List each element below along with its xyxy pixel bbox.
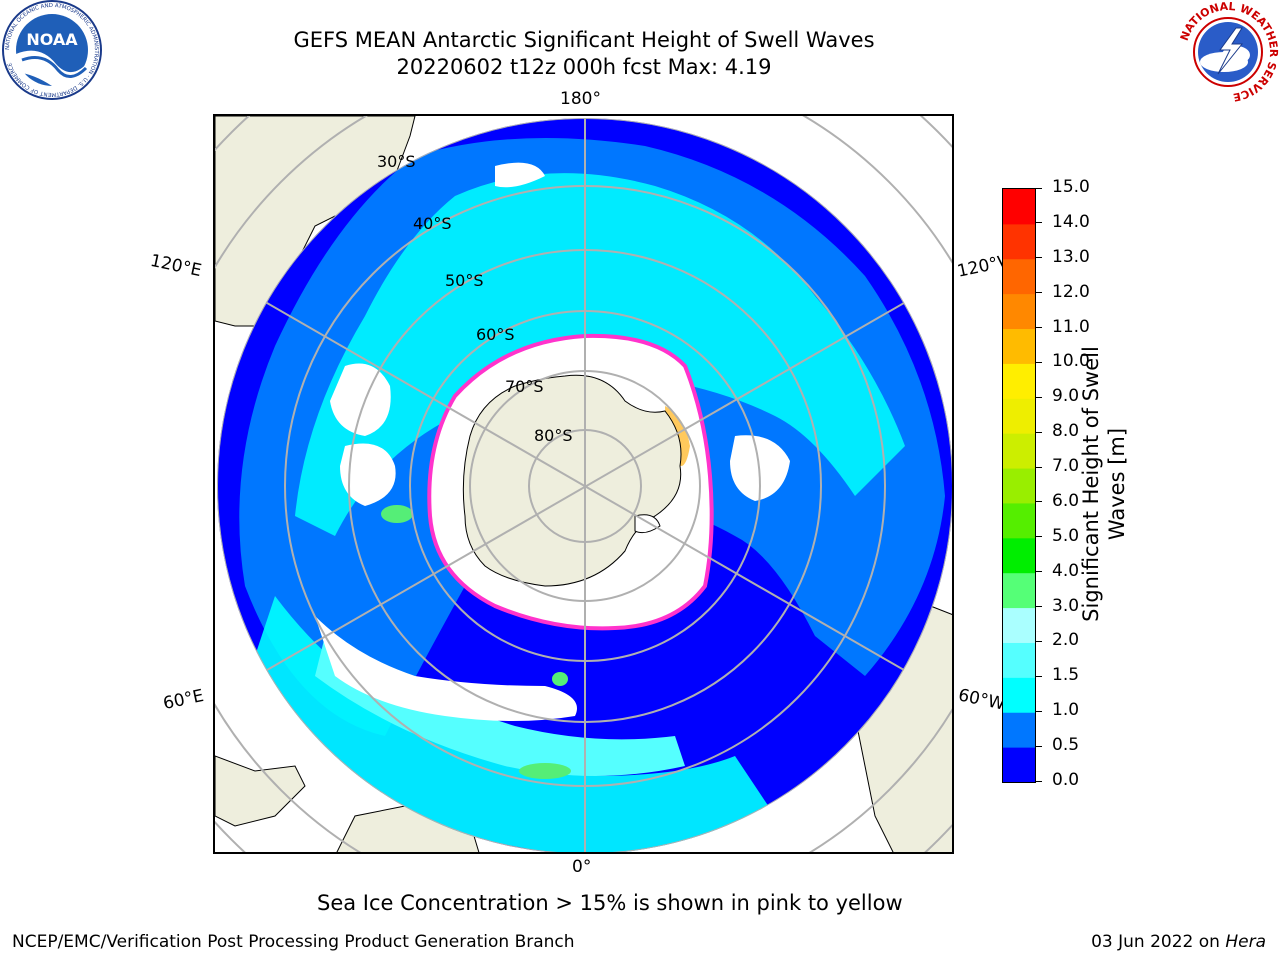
colorbar-tick-label: 1.5 [1052, 665, 1080, 686]
colorbar-swatch [1003, 223, 1035, 260]
colorbar-tick-label: 4.0 [1052, 560, 1080, 581]
colorbar-tick-mark [1035, 466, 1042, 468]
colorbar-swatch [1003, 747, 1035, 783]
lat-label-50s: 50°S [445, 271, 484, 290]
colorbar-tick-label: 2.0 [1052, 630, 1080, 651]
colorbar [1002, 188, 1036, 783]
colorbar-tick-mark [1035, 327, 1042, 329]
footer-machine: Hera [1225, 932, 1266, 952]
colorbar-tick-label: 14.0 [1052, 211, 1090, 232]
colorbar-label-text: Significant Height of Swell Waves [m] [1079, 346, 1129, 622]
footer-credit: NCEP/EMC/Verification Post Processing Pr… [12, 932, 575, 952]
graticule [217, 118, 952, 852]
swell-max-patch-1 [381, 505, 413, 523]
colorbar-tick-label: 5.0 [1052, 525, 1080, 546]
footer-date: 03 Jun 2022 on Hera [1091, 932, 1266, 952]
swell-max-patch-3 [519, 763, 571, 779]
colorbar-tick-label: 12.0 [1052, 281, 1090, 302]
noaa-logo-icon: NOAA NATIONAL OCEANIC AND ATMOSPHERIC AD… [2, 0, 102, 100]
colorbar-tick-mark [1035, 431, 1042, 433]
colorbar-tick-mark [1035, 710, 1042, 712]
colorbar-swatch [1003, 258, 1035, 295]
lon-label-bottom: 0° [572, 857, 592, 877]
colorbar-swatch [1003, 677, 1035, 713]
colorbar-swatch [1003, 537, 1035, 574]
colorbar-swatch [1003, 642, 1035, 678]
colorbar-tick-label: 7.0 [1052, 456, 1080, 477]
lat-label-60s: 60°S [476, 325, 515, 344]
lat-label-70s: 70°S [505, 377, 544, 396]
lat-label-30s: 30°S [377, 152, 416, 171]
colorbar-swatch [1003, 712, 1035, 748]
lat-label-40s: 40°S [413, 214, 452, 233]
colorbar-swatch [1003, 363, 1035, 399]
lat-label-80s: 80°S [534, 426, 573, 445]
colorbar-tick-label: 6.0 [1052, 490, 1080, 511]
colorbar-swatches [1003, 189, 1035, 783]
colorbar-tick-mark [1035, 571, 1042, 573]
colorbar-swatch [1003, 502, 1035, 539]
colorbar-tick-mark [1035, 640, 1042, 642]
colorbar-tick-label: 15.0 [1052, 177, 1090, 197]
colorbar-tick-mark [1035, 292, 1042, 294]
colorbar-tick-label: 8.0 [1052, 421, 1080, 442]
colorbar-swatch [1003, 468, 1035, 504]
noaa-logo: NOAA NATIONAL OCEANIC AND ATMOSPHERIC AD… [0, 0, 104, 104]
colorbar-swatch [1003, 328, 1035, 364]
colorbar-tick-mark [1035, 501, 1042, 503]
colorbar-tick-mark [1035, 222, 1042, 224]
colorbar-tick-label: 0.5 [1052, 735, 1080, 756]
colorbar-swatch [1003, 189, 1035, 225]
colorbar-tick-mark [1035, 780, 1042, 782]
colorbar-tick-label: 3.0 [1052, 595, 1080, 616]
colorbar-swatch [1003, 398, 1035, 434]
ocean-swell-band [315, 636, 685, 776]
colorbar-tick-mark [1035, 536, 1042, 538]
colorbar-tick-label: 1.0 [1052, 700, 1080, 721]
lon-label-left-upper: 120°E [148, 250, 204, 282]
colorbar-tick-mark [1035, 675, 1042, 677]
colorbar-tick-mark [1035, 396, 1042, 398]
noaa-logo-text: NOAA [26, 30, 78, 49]
colorbar-tick-mark [1035, 257, 1042, 259]
chart-subtitle: 20220602 t12z 000h fcst Max: 4.19 [396, 55, 772, 79]
colorbar-tick-label: 0.0 [1052, 770, 1080, 790]
colorbar-tick-mark [1035, 361, 1042, 363]
colorbar-tick-label: 13.0 [1052, 246, 1090, 267]
antarctica [462, 374, 682, 587]
colorbar-swatch [1003, 572, 1035, 609]
map-canvas [215, 116, 952, 852]
swell-height-map: 30°S 40°S 50°S 60°S 70°S 80°S [213, 114, 954, 854]
footer-date-text: 03 Jun 2022 on [1091, 932, 1220, 952]
colorbar-tick-label: 10.0 [1052, 351, 1090, 372]
masked-area-south [315, 616, 577, 721]
masked-area-west-2 [340, 443, 396, 506]
colorbar-tick-mark [1035, 745, 1042, 747]
chart-title: GEFS MEAN Antarctic Significant Height o… [293, 28, 875, 52]
colorbar-swatch [1003, 293, 1035, 330]
colorbar-tick-label: 11.0 [1052, 316, 1090, 337]
lon-label-top: 180° [560, 89, 601, 109]
nws-logo-icon: NATIONAL WEATHER SERVICE [1178, 0, 1280, 104]
colorbar-tick-mark [1035, 606, 1042, 608]
masked-area-west [330, 363, 391, 436]
nws-logo: NATIONAL WEATHER SERVICE [1176, 0, 1280, 104]
colorbar-tick-label: 9.0 [1052, 386, 1080, 407]
sea-ice-note: Sea Ice Concentration > 15% is shown in … [317, 891, 903, 915]
lon-label-left-lower: 60°E [161, 685, 206, 715]
colorbar-swatch [1003, 433, 1035, 469]
lon-label-right-lower: 60°W [956, 685, 1007, 715]
ocean-high-south [255, 596, 775, 852]
swell-max-patch-2 [552, 672, 568, 686]
colorbar-tick-mark [1035, 187, 1042, 189]
colorbar-swatch [1003, 607, 1035, 643]
masked-area-north [495, 162, 545, 188]
